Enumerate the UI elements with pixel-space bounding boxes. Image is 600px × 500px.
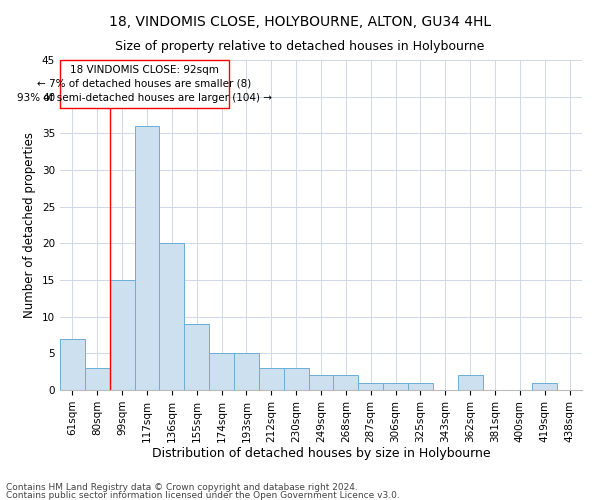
Bar: [383, 382, 408, 390]
Bar: [532, 382, 557, 390]
Text: 18, VINDOMIS CLOSE, HOLYBOURNE, ALTON, GU34 4HL: 18, VINDOMIS CLOSE, HOLYBOURNE, ALTON, G…: [109, 15, 491, 29]
Bar: [458, 376, 482, 390]
Text: 18 VINDOMIS CLOSE: 92sqm
← 7% of detached houses are smaller (8)
93% of semi-det: 18 VINDOMIS CLOSE: 92sqm ← 7% of detache…: [17, 65, 272, 103]
Bar: [184, 324, 209, 390]
Text: Contains HM Land Registry data © Crown copyright and database right 2024.: Contains HM Land Registry data © Crown c…: [6, 484, 358, 492]
Bar: [284, 368, 308, 390]
Bar: [259, 368, 284, 390]
Y-axis label: Number of detached properties: Number of detached properties: [23, 132, 37, 318]
Text: Size of property relative to detached houses in Holybourne: Size of property relative to detached ho…: [115, 40, 485, 53]
Bar: [358, 382, 383, 390]
Bar: [134, 126, 160, 390]
Bar: [60, 338, 85, 390]
Bar: [160, 244, 184, 390]
FancyBboxPatch shape: [60, 60, 229, 108]
Bar: [408, 382, 433, 390]
Bar: [85, 368, 110, 390]
Text: Contains public sector information licensed under the Open Government Licence v3: Contains public sector information licen…: [6, 490, 400, 500]
X-axis label: Distribution of detached houses by size in Holybourne: Distribution of detached houses by size …: [152, 448, 490, 460]
Bar: [234, 354, 259, 390]
Bar: [209, 354, 234, 390]
Bar: [308, 376, 334, 390]
Bar: [334, 376, 358, 390]
Bar: [110, 280, 134, 390]
